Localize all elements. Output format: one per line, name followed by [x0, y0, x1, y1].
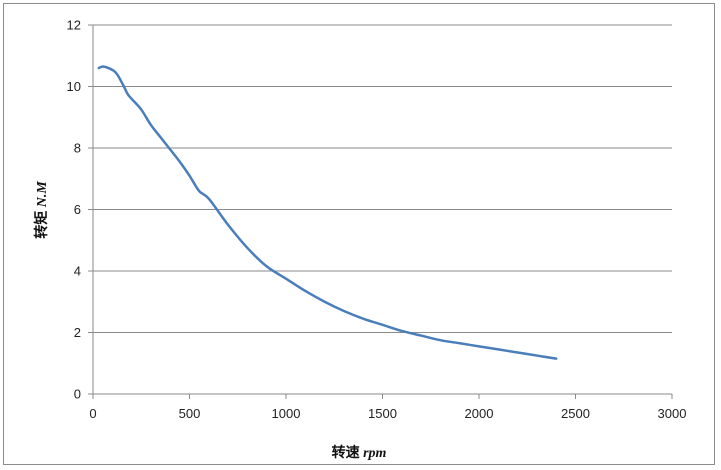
y-axis-title-main: 转矩 — [33, 207, 50, 239]
y-tick-label-0: 0 — [74, 387, 81, 402]
tick-layer: 0 2 4 6 8 10 12 0 500 1000 1500 2000 2500 3000 — [67, 18, 687, 422]
axis-layer — [88, 24, 673, 399]
x-tick-label-1000: 1000 — [272, 406, 301, 421]
y-tick-label-6: 6 — [74, 202, 81, 217]
y-axis-title: 转矩 N.M — [33, 181, 50, 239]
x-tick-label-500: 500 — [179, 406, 201, 421]
x-tick-label-0: 0 — [89, 406, 96, 421]
y-tick-label-10: 10 — [67, 79, 81, 94]
x-axis-title-unit: rpm — [363, 446, 386, 461]
x-axis-title: 转速 rpm — [332, 444, 387, 461]
chart-frame: 0 2 4 6 8 10 12 0 500 1000 1500 2000 2500 3000 转速 rpm… — [3, 3, 715, 465]
grid-layer — [93, 24, 672, 333]
chart-svg: 0 2 4 6 8 10 12 0 500 1000 1500 2000 2500 3000 转速 rpm… — [33, 18, 687, 462]
y-axis-title-unit: N.M — [35, 181, 50, 209]
x-axis-title-main: 转速 — [332, 444, 364, 461]
y-tick-label-4: 4 — [74, 264, 81, 279]
y-tick-label-12: 12 — [67, 18, 81, 33]
series-line-0 — [97, 65, 558, 360]
y-tick-label-8: 8 — [74, 141, 81, 156]
x-tick-label-3000: 3000 — [658, 406, 687, 421]
series-layer — [97, 65, 558, 360]
x-tick-label-2000: 2000 — [465, 406, 494, 421]
y-tick-label-2: 2 — [74, 325, 81, 340]
x-tick-label-1500: 1500 — [368, 406, 397, 421]
x-tick-label-2500: 2500 — [561, 406, 590, 421]
